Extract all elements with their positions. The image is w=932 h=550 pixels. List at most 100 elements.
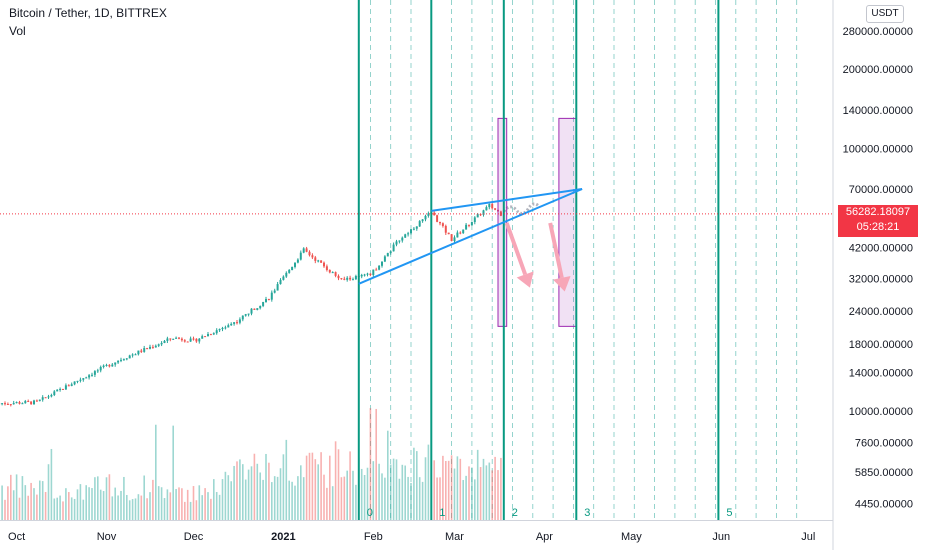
volume-bar — [56, 497, 58, 520]
volume-bar — [410, 482, 412, 520]
volume-bar — [149, 492, 151, 520]
candle-body — [151, 346, 154, 348]
candle-body — [404, 234, 407, 238]
currency-button[interactable]: USDT — [866, 5, 904, 23]
candle-body — [149, 346, 151, 349]
candle-body — [93, 371, 96, 375]
time-tick-label: Nov — [97, 531, 117, 543]
volume-bar — [155, 424, 157, 520]
symbol-title[interactable]: Bitcoin / Tether, 1D, BITTREX — [9, 6, 167, 20]
candle-body — [262, 302, 265, 306]
volume-bar — [378, 463, 380, 520]
candle-body — [204, 336, 207, 338]
candle-body — [294, 262, 296, 267]
candle-body — [209, 334, 212, 336]
volume-bar — [166, 489, 169, 520]
candle-body — [91, 374, 93, 376]
volume-bar — [244, 479, 247, 520]
candle-body — [465, 224, 468, 230]
candle-body — [470, 222, 473, 226]
candle-body — [59, 388, 62, 390]
volume-bar — [302, 477, 305, 520]
candle-body — [273, 290, 276, 293]
candle-body — [375, 269, 378, 271]
volume-bar — [126, 494, 128, 520]
volume-bar — [181, 488, 183, 520]
candle-body — [453, 237, 456, 241]
candle-body — [499, 211, 502, 216]
candle-body — [178, 337, 180, 339]
volume-indicator-label[interactable]: Vol — [9, 24, 26, 38]
volume-bar — [387, 430, 389, 520]
volume-bar — [39, 480, 41, 520]
cycle-label: 2 — [512, 507, 518, 519]
candle-body — [198, 338, 201, 342]
candle-body — [296, 259, 299, 263]
volume-bar — [317, 464, 319, 520]
price-tick-label: 14000.00000 — [849, 368, 913, 380]
candle-body — [114, 362, 117, 365]
volume-bar — [102, 491, 105, 520]
candle-body — [360, 274, 363, 277]
volume-bar — [375, 408, 377, 520]
price-tick-label: 7600.00000 — [855, 437, 913, 449]
volume-bar — [169, 492, 172, 520]
candle-body — [85, 377, 88, 379]
candle-body — [473, 217, 476, 223]
volume-bar — [331, 486, 334, 520]
time-tick-label: Oct — [8, 531, 25, 543]
candle-body — [433, 212, 436, 216]
volume-bar — [114, 487, 116, 520]
time-tick-label: May — [621, 531, 642, 543]
candle-body — [398, 240, 401, 242]
candle-body — [279, 279, 282, 285]
volume-bar — [99, 489, 102, 520]
candle-body — [102, 365, 105, 368]
volume-bar — [288, 480, 290, 520]
volume-bar — [137, 494, 140, 520]
candle-body — [218, 329, 221, 331]
volume-bar — [50, 448, 53, 520]
candle-body — [305, 248, 308, 252]
volume-bar — [120, 490, 122, 520]
candle-body — [35, 400, 38, 402]
volume-bar — [172, 425, 174, 520]
candle-body — [186, 341, 189, 343]
volume-bar — [221, 479, 224, 520]
candle-body — [111, 364, 114, 367]
volume-bar — [59, 495, 61, 520]
candle-body — [195, 338, 198, 342]
price-tick-label: 10000.00000 — [849, 406, 913, 418]
volume-bar — [70, 497, 73, 520]
highlight-zone — [558, 117, 577, 327]
volume-bar — [300, 465, 302, 520]
candle-body — [334, 272, 337, 276]
volume-bar — [389, 464, 392, 520]
candle-body — [24, 401, 27, 404]
volume-bar — [79, 484, 82, 520]
price-tick-label: 140000.00000 — [843, 105, 913, 117]
volume-bar — [276, 476, 279, 520]
candle-body — [412, 228, 415, 230]
cycle-label: 3 — [584, 507, 590, 519]
volume-bar — [108, 474, 111, 520]
candle-body — [288, 270, 291, 273]
candle-body — [311, 255, 314, 258]
volume-bar — [262, 479, 264, 520]
bar-countdown: 05:28:21 — [856, 221, 900, 233]
candle-body — [67, 385, 70, 387]
volume-bar — [450, 455, 453, 520]
volume-bar — [94, 477, 96, 520]
candle-body — [169, 338, 172, 340]
volume-bar — [369, 408, 372, 520]
candle-body — [302, 248, 305, 253]
time-tick-label: Apr — [536, 531, 553, 543]
volume-bar — [407, 476, 409, 520]
volume-bar — [73, 498, 76, 520]
volume-bar — [204, 488, 206, 520]
candle-body — [134, 354, 137, 356]
volume-bar — [485, 465, 488, 520]
volume-bar — [91, 488, 93, 520]
